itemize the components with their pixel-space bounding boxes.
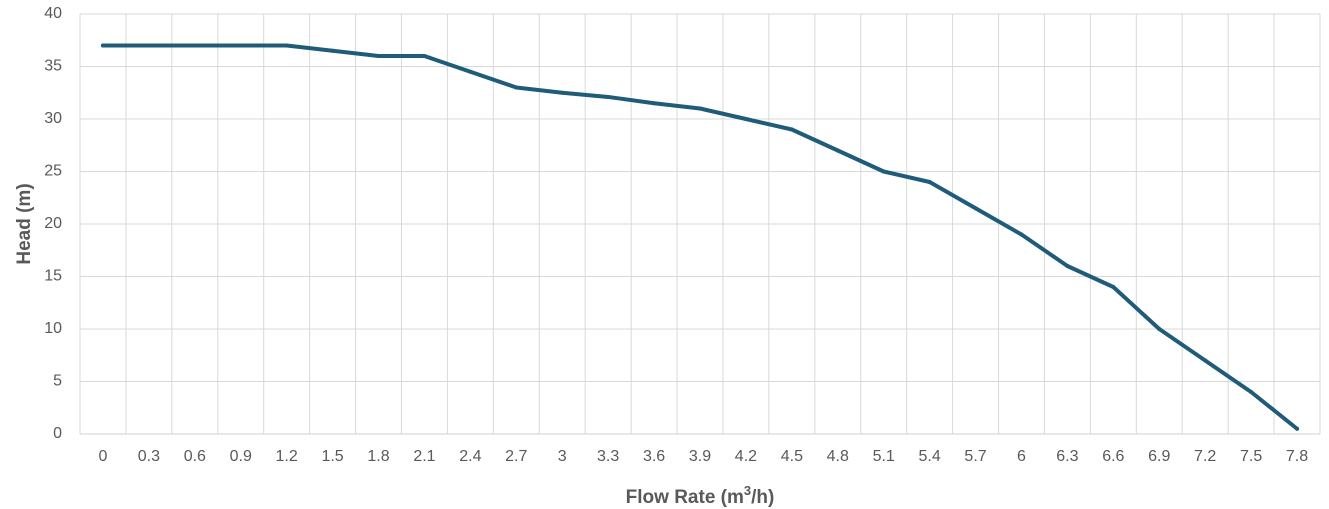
y-tick-label: 10 xyxy=(44,320,62,337)
data-point xyxy=(973,206,978,211)
x-tick-label: 4.8 xyxy=(827,448,849,465)
x-tick-label: 5.1 xyxy=(873,448,895,465)
x-tick-label: 1.5 xyxy=(321,448,343,465)
y-tick-label: 30 xyxy=(44,110,62,127)
y-axis-title: Head (m) xyxy=(14,183,35,264)
x-tick-label: 0 xyxy=(99,448,108,465)
x-axis-ticks: 0 0.3 0.6 0.9 1.2 1.5 1.8 2.1 2.4 2.7 3 3.3 3.6 3.9 4.… xyxy=(99,448,1309,465)
x-tick-label: 3.6 xyxy=(643,448,665,465)
data-point xyxy=(743,117,748,121)
x-tick-label: 7.5 xyxy=(1240,448,1262,465)
x-tick-label: 5.4 xyxy=(919,448,941,465)
y-tick-label: 0 xyxy=(53,425,62,442)
data-point xyxy=(560,90,565,95)
data-point xyxy=(192,43,197,48)
data-point xyxy=(1157,327,1162,331)
x-tick-label: 3.3 xyxy=(597,448,619,465)
x-tick-label: 4.2 xyxy=(735,448,757,465)
data-point xyxy=(376,54,381,58)
data-point xyxy=(468,69,473,74)
data-point xyxy=(422,54,427,58)
data-point xyxy=(330,48,335,53)
x-axis-title-suffix: /h) xyxy=(751,487,774,508)
data-point xyxy=(146,43,151,48)
x-axis-title: Flow Rate (m3/h) xyxy=(626,483,775,508)
data-point xyxy=(927,180,932,184)
x-tick-label: 0.3 xyxy=(138,448,160,465)
data-point xyxy=(1111,285,1116,289)
data-point xyxy=(1065,264,1070,268)
data-point xyxy=(284,43,289,48)
data-point xyxy=(698,106,702,111)
x-axis-title-main: Flow Rate (m xyxy=(626,487,744,508)
x-tick-label: 2.1 xyxy=(413,448,435,465)
x-tick-label: 6.9 xyxy=(1148,448,1170,465)
data-point xyxy=(789,127,794,132)
y-tick-label: 35 xyxy=(44,58,62,75)
x-tick-label: 1.2 xyxy=(276,448,298,465)
y-tick-label: 15 xyxy=(44,268,62,285)
x-tick-label: 2.4 xyxy=(459,448,481,465)
x-tick-label: 1.8 xyxy=(367,448,389,465)
x-tick-label: 4.5 xyxy=(781,448,803,465)
data-point xyxy=(1203,358,1208,363)
data-point xyxy=(100,43,105,48)
x-axis-title-superscript: 3 xyxy=(744,483,751,498)
gridlines xyxy=(79,13,1321,435)
x-tick-label: 2.7 xyxy=(505,448,527,465)
x-tick-label: 7.2 xyxy=(1194,448,1216,465)
data-point xyxy=(1249,390,1254,394)
data-point xyxy=(606,94,611,99)
data-point xyxy=(238,43,243,48)
x-tick-label: 6.6 xyxy=(1102,448,1124,465)
y-tick-label: 40 xyxy=(44,5,62,22)
series xyxy=(100,43,1300,431)
x-tick-label: 0.6 xyxy=(184,448,206,465)
y-tick-label: 20 xyxy=(44,215,62,232)
y-tick-label: 25 xyxy=(44,163,62,180)
data-point xyxy=(835,148,840,153)
x-tick-label: 7.8 xyxy=(1286,448,1308,465)
y-axis-ticks: 0 5 10 15 20 25 30 35 40 xyxy=(44,5,62,442)
x-tick-label: 5.7 xyxy=(964,448,986,465)
x-tick-label: 3.9 xyxy=(689,448,711,465)
x-tick-label: 3 xyxy=(558,448,567,465)
data-point xyxy=(1295,426,1300,431)
x-tick-label: 0.9 xyxy=(230,448,252,465)
x-tick-label: 6.3 xyxy=(1056,448,1078,465)
y-tick-label: 5 xyxy=(53,373,62,390)
data-point xyxy=(652,101,657,106)
data-point xyxy=(1019,232,1024,237)
data-point xyxy=(514,85,519,90)
x-tick-label: 6 xyxy=(1017,448,1026,465)
data-point xyxy=(881,169,886,174)
series-line xyxy=(100,43,1300,431)
